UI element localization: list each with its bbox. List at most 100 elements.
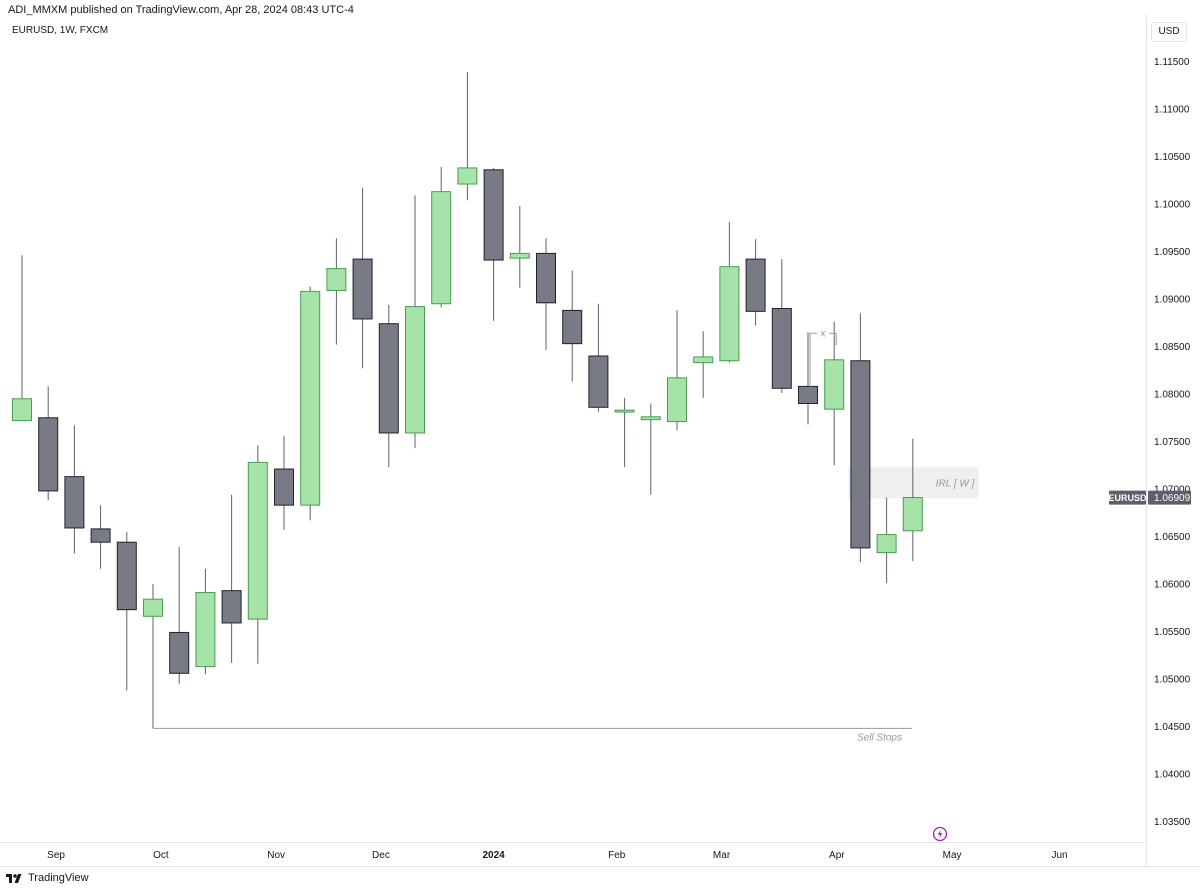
candle-body [562,309,583,345]
price-tick-label: 1.05500 [1154,627,1191,638]
last-price-marker: EURUSD 1.06909 [1108,490,1191,505]
candles-layer [12,71,923,729]
price-tick-label: 1.06000 [1154,580,1191,591]
tradingview-brand: TradingView [28,872,89,884]
candle-body [221,590,242,624]
price-tick-label: 1.11500 [1154,57,1190,68]
price-tick-label: 1.03500 [1154,817,1191,828]
candle-19[interactable] [509,205,530,288]
published-by-line: ADI_MMXM published on TradingView.com, A… [8,4,354,16]
candle-body [771,308,792,389]
candle-6[interactable] [169,546,190,684]
candle-14[interactable] [378,304,399,468]
candle-body [274,468,294,506]
candle-13[interactable] [352,187,373,369]
candle-20[interactable] [536,238,556,351]
time-tick-label: May [943,850,962,861]
candle-23[interactable] [614,397,635,468]
candle-5[interactable] [143,584,163,729]
price-tick-label: 1.09500 [1154,247,1191,258]
candle-body [378,323,399,434]
sell-stops-annotation[interactable]: Sell Stops [153,727,912,743]
candle-16[interactable] [431,166,452,308]
price-tick-label: 1.09000 [1154,295,1191,306]
candle-21[interactable] [562,270,583,382]
candle-24[interactable] [640,403,661,495]
candle-30[interactable] [798,332,818,425]
candle-body [876,534,897,554]
candle-18[interactable] [483,167,504,321]
time-tick-label: Nov [267,850,285,861]
price-axis[interactable]: 1.11500 1.11000 1.10500 1.10000 1.09500 1.090… [1154,57,1191,828]
candle-body [431,191,452,305]
candle-3[interactable] [90,505,111,569]
candle-body [169,631,190,674]
candle-28[interactable] [745,239,766,326]
candle-body [536,252,556,304]
candle-body [693,356,714,364]
candle-body [640,416,661,421]
candle-4[interactable] [116,531,137,691]
candle-27[interactable] [719,222,740,363]
candle-body [300,290,321,506]
candle-body [588,355,609,408]
time-tick-label: Sep [47,850,65,861]
candle-body [614,409,635,413]
candle-8[interactable] [221,494,242,663]
time-tick-label: Apr [829,850,845,861]
candle-body [64,476,85,529]
candle-body [195,592,216,668]
candle-34[interactable] [902,438,923,562]
candle-body [745,258,766,312]
candle-22[interactable] [588,303,609,413]
time-tick-label: Oct [153,850,169,861]
time-tick-label: 2024 [482,850,505,861]
candle-body [667,377,687,423]
tradingview-logo[interactable]: TradingView [6,871,89,885]
candle-33[interactable] [876,497,897,584]
candle-26[interactable] [693,331,714,398]
candle-body [247,461,268,620]
candle-2[interactable] [64,425,85,554]
price-tick-label: 1.06500 [1154,532,1191,543]
time-tick-label: Dec [372,850,390,861]
price-tick-label: 1.07500 [1154,437,1191,448]
candle-15[interactable] [405,195,425,449]
time-tick-label: Jun [1051,850,1067,861]
candle-1[interactable] [38,386,59,501]
symbol-info: EURUSD, 1W, FXCM [12,25,109,36]
last-price-value: 1.06909 [1154,493,1191,504]
candle-31[interactable] [824,321,845,466]
candle-body [902,497,923,532]
price-tick-label: 1.10000 [1154,200,1191,211]
irl-label: IRL [ W ] [936,478,975,489]
candle-17[interactable] [457,71,478,201]
swing-marker-annotation[interactable]: x [809,329,837,387]
swing-marker-line [809,332,837,387]
time-tick-label: Mar [713,850,731,861]
candle-7[interactable] [195,568,216,675]
sell-stops-label: Sell Stops [857,732,902,743]
swing-marker-label: x [821,329,826,340]
candle-25[interactable] [667,310,687,431]
last-price-value-badge [1148,490,1191,505]
candle-12[interactable] [326,238,347,345]
price-tick-label: 1.11000 [1154,105,1190,116]
candle-body [90,528,111,543]
candle-0[interactable] [12,255,32,422]
candle-32[interactable] [850,313,871,563]
currency-button[interactable]: USD [1151,22,1187,42]
candle-body [405,306,425,434]
candle-body [798,385,818,404]
candle-11[interactable] [300,286,321,521]
candle-body [38,417,59,492]
candle-body [850,360,871,549]
lightning-icon[interactable] [932,826,948,842]
candle-10[interactable] [274,435,294,530]
tradingview-logo-icon [6,874,22,883]
time-axis[interactable]: Sep Oct Nov Dec 2024 Feb Mar Apr May Jun [47,850,1067,861]
candle-29[interactable] [771,259,792,394]
price-tick-label: 1.08000 [1154,390,1191,401]
candle-9[interactable] [247,445,268,664]
